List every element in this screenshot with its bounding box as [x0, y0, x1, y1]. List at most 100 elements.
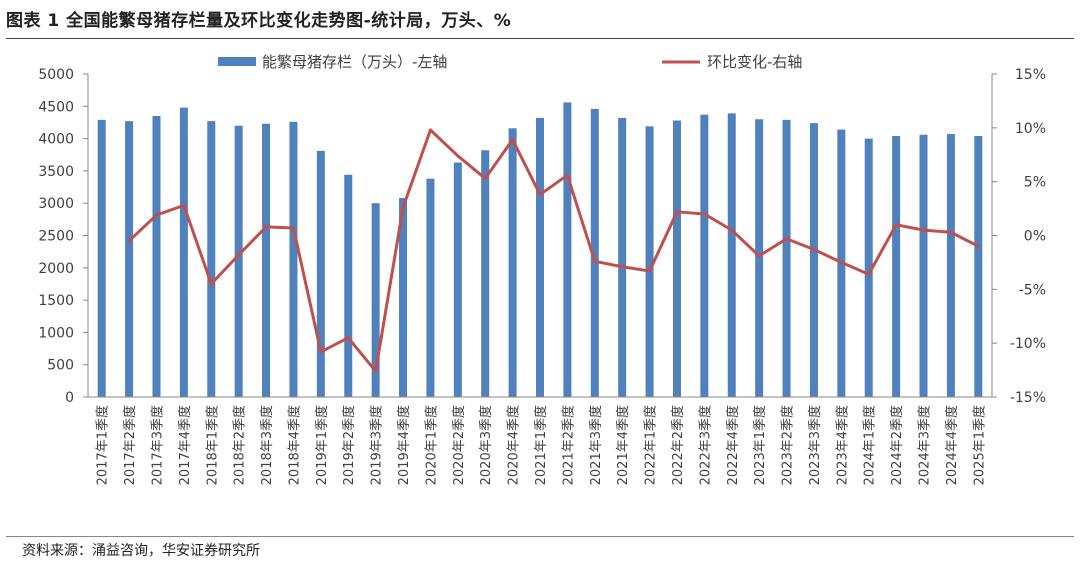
- left-tick-label: 1000: [38, 325, 74, 341]
- x-tick-label: 2023年3季度: [807, 405, 823, 485]
- bar: [809, 123, 818, 397]
- line-point: [812, 247, 816, 251]
- line-point: [675, 210, 679, 214]
- line-path: [128, 128, 979, 373]
- line-point: [374, 369, 378, 373]
- right-tick-label: 5%: [1024, 175, 1046, 191]
- line-point: [346, 336, 350, 340]
- x-axis-labels: 2017年1季度 2017年2季度 2017年3季度 2017年4季度 2018年1季度…: [88, 396, 992, 485]
- line-point: [209, 282, 213, 286]
- left-tick-label: 0: [65, 390, 74, 406]
- legend-line-label: 环比变化-右轴: [707, 53, 802, 71]
- left-tick-label: 4000: [38, 132, 74, 148]
- bar: [371, 203, 380, 397]
- bar: [919, 134, 928, 397]
- bar: [426, 178, 435, 397]
- x-tick-label: 2022年1季度: [643, 405, 659, 485]
- bar: [946, 134, 955, 397]
- line-point: [237, 253, 241, 257]
- line-series: [127, 128, 980, 373]
- x-tick-label: 2018年3季度: [259, 405, 275, 485]
- x-tick-label: 2022年2季度: [670, 405, 686, 485]
- left-axis: 0 500 1000 1500 2000 2500 3000 3500 4000 4500 5000: [38, 67, 89, 406]
- right-tick-label: 0%: [1024, 229, 1046, 245]
- title-rule: [6, 38, 1074, 39]
- left-tick-label: 2500: [38, 229, 74, 245]
- bar: [727, 113, 736, 397]
- line-point: [456, 154, 460, 158]
- x-tick-label: 2018年1季度: [204, 405, 220, 485]
- legend: 能繁母猪存栏（万头）-左轴 环比变化-右轴: [218, 53, 802, 71]
- bar: [453, 162, 462, 397]
- line-point: [839, 260, 843, 264]
- x-tick-label: 2017年3季度: [149, 405, 165, 485]
- line-point: [785, 237, 789, 241]
- line-point: [922, 228, 926, 232]
- bar-series: [97, 102, 983, 398]
- bar: [179, 107, 188, 397]
- x-tick-label: 2020年1季度: [423, 405, 439, 485]
- x-tick-label: 2020年3季度: [478, 405, 494, 485]
- left-tick-label: 2000: [38, 261, 74, 277]
- left-tick-label: 5000: [38, 67, 74, 83]
- left-tick-label: 4500: [38, 99, 74, 115]
- x-tick-label: 2018年2季度: [232, 405, 248, 485]
- bar: [755, 119, 764, 397]
- bar: [864, 138, 873, 397]
- bar: [289, 121, 298, 397]
- x-tick-label: 2024年3季度: [917, 405, 933, 485]
- x-tick-label: 2024年2季度: [889, 405, 905, 485]
- bar: [974, 136, 983, 397]
- bar: [618, 117, 627, 397]
- line-point: [182, 203, 186, 207]
- line-point: [483, 176, 487, 180]
- x-tick-label: 2018年4季度: [286, 405, 302, 485]
- right-tick-label: -10%: [1010, 336, 1046, 352]
- line-point: [401, 206, 405, 210]
- left-tick-label: 1500: [38, 293, 74, 309]
- x-tick-label: 2020年4季度: [506, 405, 522, 485]
- left-tick-label: 3500: [38, 164, 74, 180]
- line-point: [730, 228, 734, 232]
- x-tick-label: 2017年4季度: [177, 405, 193, 485]
- bar: [892, 136, 901, 397]
- line-point: [894, 223, 898, 227]
- line-point: [428, 128, 432, 132]
- bar: [97, 119, 106, 397]
- x-tick-label: 2021年2季度: [560, 405, 576, 485]
- x-tick-label: 2019年2季度: [341, 405, 357, 485]
- bar: [536, 117, 544, 397]
- right-axis: -15% -10% -5% 0% 5% 10% 15%: [991, 67, 1046, 406]
- left-tick-label: 3000: [38, 196, 74, 212]
- x-tick-label: 2019年4季度: [396, 405, 412, 485]
- right-tick-label: -15%: [1010, 390, 1046, 406]
- bar: [344, 174, 353, 397]
- bar: [672, 120, 681, 398]
- x-tick-label: 2017年2季度: [122, 405, 138, 485]
- x-tick-label: 2022年4季度: [725, 405, 741, 485]
- bar: [590, 108, 599, 397]
- right-tick-label: 15%: [1015, 67, 1046, 83]
- legend-bar-swatch: [218, 57, 256, 66]
- x-tick-label: 2023年2季度: [780, 405, 796, 485]
- line-point: [511, 138, 515, 142]
- x-tick-label: 2023年4季度: [834, 405, 850, 485]
- bar: [700, 114, 709, 397]
- right-tick-label: -5%: [1019, 282, 1046, 298]
- line-point: [127, 239, 131, 243]
- x-tick-label: 2024年1季度: [862, 405, 878, 485]
- x-tick-label: 2021年1季度: [533, 405, 549, 485]
- x-tick-label: 2021年4季度: [615, 405, 631, 485]
- bar: [399, 198, 408, 397]
- line-point: [702, 212, 706, 216]
- x-tick-label: 2022年3季度: [697, 405, 713, 485]
- chart-area: 能繁母猪存栏（万头）-左轴 环比变化-右轴 0 500 1000 1500 2000 250…: [38, 53, 1046, 485]
- legend-bar-label: 能繁母猪存栏（万头）-左轴: [262, 53, 447, 71]
- bar: [152, 115, 161, 398]
- x-tick-label: 2017年1季度: [95, 405, 111, 485]
- bar: [207, 121, 216, 398]
- source-note: 资料来源：涌益咨询，华安证券研究所: [22, 543, 260, 559]
- bar: [508, 128, 517, 397]
- line-point: [538, 193, 542, 197]
- footer-rule: [6, 536, 1074, 537]
